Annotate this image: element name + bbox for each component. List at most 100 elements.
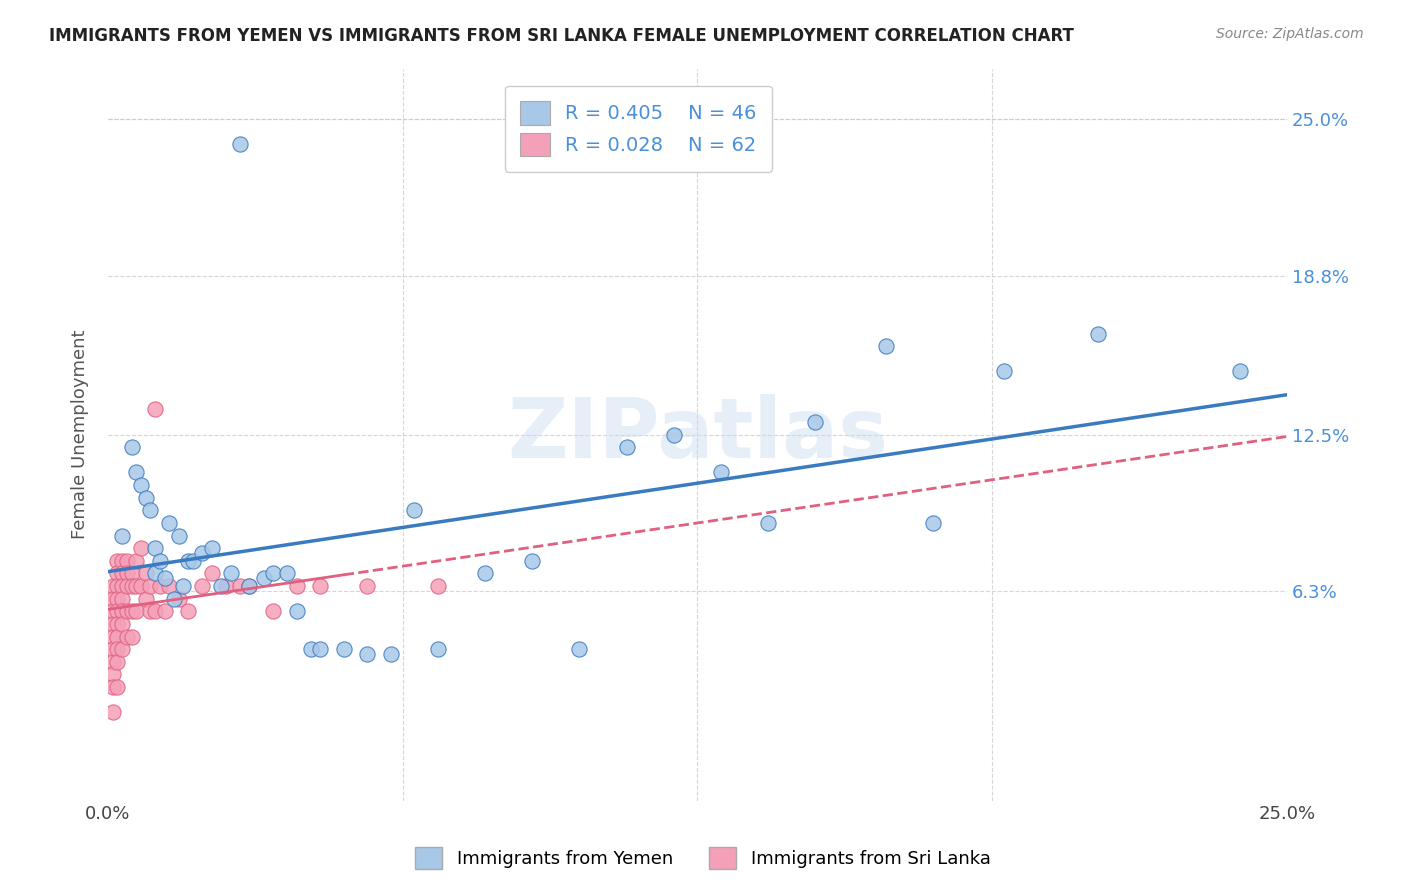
Point: [101, 630, 124, 644]
Point: [356, 647, 378, 661]
Point: [135, 566, 157, 581]
Text: ZIPatlas: ZIPatlas: [506, 394, 887, 475]
Point: [139, 604, 162, 618]
Point: [285, 604, 308, 618]
Point: [107, 655, 129, 669]
Point: [191, 546, 214, 560]
Point: [262, 566, 284, 581]
Point: [115, 579, 138, 593]
Point: [143, 604, 166, 618]
Point: [111, 528, 134, 542]
Point: [107, 579, 129, 593]
Point: [129, 541, 152, 556]
Point: [125, 579, 148, 593]
Point: [107, 616, 129, 631]
Point: [121, 579, 143, 593]
Point: [309, 579, 332, 593]
Point: [125, 466, 148, 480]
Point: [111, 566, 134, 581]
Point: [215, 579, 238, 593]
Point: [167, 591, 190, 606]
Point: [229, 137, 252, 152]
Point: [309, 642, 332, 657]
Point: [149, 579, 172, 593]
Point: [143, 402, 166, 417]
Point: [522, 554, 544, 568]
Point: [107, 642, 129, 657]
Point: [125, 604, 148, 618]
Point: [209, 579, 232, 593]
Point: [129, 478, 152, 492]
Point: [149, 554, 172, 568]
Point: [163, 591, 186, 606]
Point: [219, 566, 242, 581]
Y-axis label: Female Unemployment: Female Unemployment: [72, 330, 89, 540]
Point: [153, 572, 176, 586]
Point: [101, 616, 124, 631]
Point: [404, 503, 426, 517]
Point: [252, 572, 274, 586]
Point: [139, 579, 162, 593]
Point: [285, 579, 308, 593]
Point: [143, 566, 166, 581]
Point: [107, 566, 129, 581]
Point: [177, 604, 200, 618]
Point: [101, 706, 124, 720]
Point: [157, 579, 180, 593]
Point: [101, 680, 124, 694]
Point: [143, 541, 166, 556]
Point: [229, 579, 252, 593]
Point: [172, 579, 194, 593]
Point: [1087, 326, 1109, 341]
Point: [875, 339, 897, 353]
Point: [427, 579, 450, 593]
Point: [167, 528, 190, 542]
Point: [111, 591, 134, 606]
Point: [111, 579, 134, 593]
Point: [710, 466, 733, 480]
Point: [262, 604, 284, 618]
Point: [121, 440, 143, 454]
Point: [101, 667, 124, 681]
Point: [107, 630, 129, 644]
Point: [922, 516, 945, 530]
Legend: Immigrants from Yemen, Immigrants from Sri Lanka: Immigrants from Yemen, Immigrants from S…: [406, 838, 1000, 879]
Point: [111, 604, 134, 618]
Point: [115, 604, 138, 618]
Text: Source: ZipAtlas.com: Source: ZipAtlas.com: [1216, 27, 1364, 41]
Point: [157, 516, 180, 530]
Point: [115, 554, 138, 568]
Point: [107, 554, 129, 568]
Point: [125, 554, 148, 568]
Point: [101, 591, 124, 606]
Point: [115, 566, 138, 581]
Text: IMMIGRANTS FROM YEMEN VS IMMIGRANTS FROM SRI LANKA FEMALE UNEMPLOYMENT CORRELATI: IMMIGRANTS FROM YEMEN VS IMMIGRANTS FROM…: [49, 27, 1074, 45]
Point: [616, 440, 638, 454]
Point: [756, 516, 779, 530]
Point: [238, 579, 260, 593]
Point: [139, 503, 162, 517]
Point: [804, 415, 827, 429]
Point: [380, 647, 402, 661]
Point: [276, 566, 298, 581]
Point: [332, 642, 354, 657]
Point: [662, 427, 685, 442]
Point: [121, 630, 143, 644]
Point: [177, 554, 200, 568]
Point: [201, 541, 224, 556]
Point: [101, 604, 124, 618]
Point: [101, 579, 124, 593]
Point: [111, 554, 134, 568]
Point: [107, 604, 129, 618]
Point: [135, 491, 157, 505]
Point: [153, 604, 176, 618]
Point: [474, 566, 496, 581]
Point: [101, 642, 124, 657]
Legend: R = 0.405    N = 46, R = 0.028    N = 62: R = 0.405 N = 46, R = 0.028 N = 62: [505, 86, 772, 172]
Point: [107, 680, 129, 694]
Point: [238, 579, 260, 593]
Point: [993, 364, 1015, 378]
Point: [191, 579, 214, 593]
Point: [101, 655, 124, 669]
Point: [568, 642, 591, 657]
